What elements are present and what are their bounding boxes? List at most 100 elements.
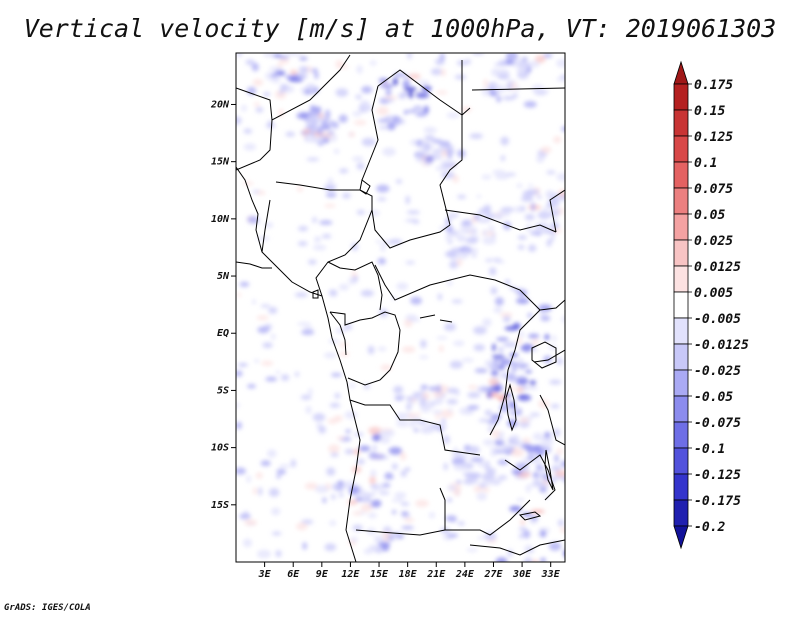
colorbar-bottom-arrow <box>673 525 689 550</box>
velocity-blob <box>393 73 407 77</box>
lake-chad <box>359 179 371 195</box>
velocity-blob <box>348 383 356 389</box>
velocity-blob <box>356 65 363 74</box>
velocity-blob <box>496 211 511 217</box>
velocity-blob <box>272 54 282 58</box>
velocity-blob <box>242 181 254 186</box>
velocity-blob <box>435 412 440 420</box>
border-egypt-sudan <box>471 87 565 91</box>
velocity-blob <box>492 169 506 176</box>
velocity-blob <box>278 464 291 469</box>
velocity-blob <box>531 202 536 212</box>
velocity-blob <box>490 414 502 420</box>
velocity-blob <box>556 448 563 455</box>
velocity-blob <box>256 236 270 241</box>
velocity-blob <box>552 335 557 342</box>
velocity-blob <box>528 183 533 188</box>
velocity-blob <box>388 446 403 455</box>
velocity-blob <box>447 152 453 160</box>
velocity-blob <box>300 87 306 94</box>
velocity-blob <box>363 548 373 555</box>
velocity-blob <box>262 342 273 349</box>
velocity-blob <box>492 343 496 352</box>
velocity-blob <box>258 487 263 496</box>
velocity-blob <box>324 203 336 208</box>
velocity-blob <box>400 470 407 478</box>
velocity-blob <box>470 247 479 254</box>
lon-tick-label: 15E <box>370 569 389 580</box>
velocity-blob <box>339 351 350 357</box>
velocity-blob <box>457 194 467 199</box>
velocity-blob <box>308 388 313 396</box>
velocity-blob <box>312 244 327 251</box>
border-congo <box>329 311 401 386</box>
velocity-blob <box>491 354 505 359</box>
velocity-blob <box>271 507 281 516</box>
velocity-blob <box>517 235 527 240</box>
velocity-blob <box>361 137 376 147</box>
velocity-blob <box>285 75 297 79</box>
velocity-blob <box>497 459 509 466</box>
velocity-blob <box>406 210 420 215</box>
velocity-blob <box>497 433 504 442</box>
colorbar-level-label: 0.0125 <box>694 260 741 275</box>
velocity-blob <box>300 394 312 400</box>
velocity-blob <box>307 259 317 265</box>
velocity-blob <box>394 492 407 499</box>
velocity-blob <box>302 542 308 550</box>
velocity-blob <box>256 315 269 321</box>
velocity-blob <box>468 385 478 390</box>
velocity-blob <box>297 241 308 247</box>
velocity-blob <box>482 487 490 493</box>
velocity-blob <box>266 449 277 458</box>
velocity-blob <box>296 522 308 531</box>
velocity-blob <box>444 252 458 257</box>
velocity-blob <box>312 413 326 422</box>
velocity-blob <box>336 436 345 440</box>
velocity-blob <box>279 83 289 92</box>
velocity-blob <box>260 304 271 308</box>
velocity-blob <box>496 95 502 103</box>
border-cameroon <box>327 261 383 311</box>
colorbar-swatch <box>673 369 689 397</box>
velocity-blob <box>417 152 422 161</box>
velocity-blob <box>428 512 436 519</box>
velocity-blob <box>528 60 540 68</box>
velocity-blob <box>497 475 508 480</box>
velocity-blob <box>415 112 428 117</box>
colorbar-swatch <box>673 447 689 475</box>
velocity-blob <box>520 205 526 212</box>
velocity-blob <box>296 186 304 192</box>
velocity-blob <box>242 538 253 548</box>
velocity-blob <box>396 282 409 291</box>
lat-tick-label: 20N <box>210 99 230 110</box>
border-drc-east <box>489 309 541 436</box>
velocity-blob <box>315 485 329 494</box>
velocity-blob <box>522 437 531 443</box>
velocity-blob <box>252 487 258 495</box>
lat-tick-label: EQ <box>217 328 229 339</box>
velocity-blob <box>441 171 455 179</box>
velocity-blob <box>336 486 343 491</box>
velocity-blob <box>405 261 416 265</box>
velocity-blob <box>447 387 459 394</box>
velocity-blob <box>329 402 341 408</box>
velocity-blob <box>331 494 336 500</box>
velocity-blob <box>522 529 531 539</box>
velocity-blob <box>560 460 565 468</box>
velocity-blob <box>251 299 257 305</box>
colorbar-level-label: 0.1 <box>694 156 717 171</box>
velocity-blob <box>539 311 547 317</box>
velocity-blob <box>469 133 483 140</box>
velocity-blob <box>502 95 515 101</box>
velocity-blob <box>550 404 560 409</box>
velocity-blob <box>410 296 422 305</box>
velocity-blob <box>294 371 300 377</box>
velocity-blob <box>379 491 390 495</box>
velocity-blob <box>548 344 558 351</box>
velocity-blob <box>423 142 431 152</box>
velocity-blob <box>446 225 454 232</box>
velocity-blob <box>318 425 327 434</box>
lat-tick-label: 10S <box>211 443 229 454</box>
